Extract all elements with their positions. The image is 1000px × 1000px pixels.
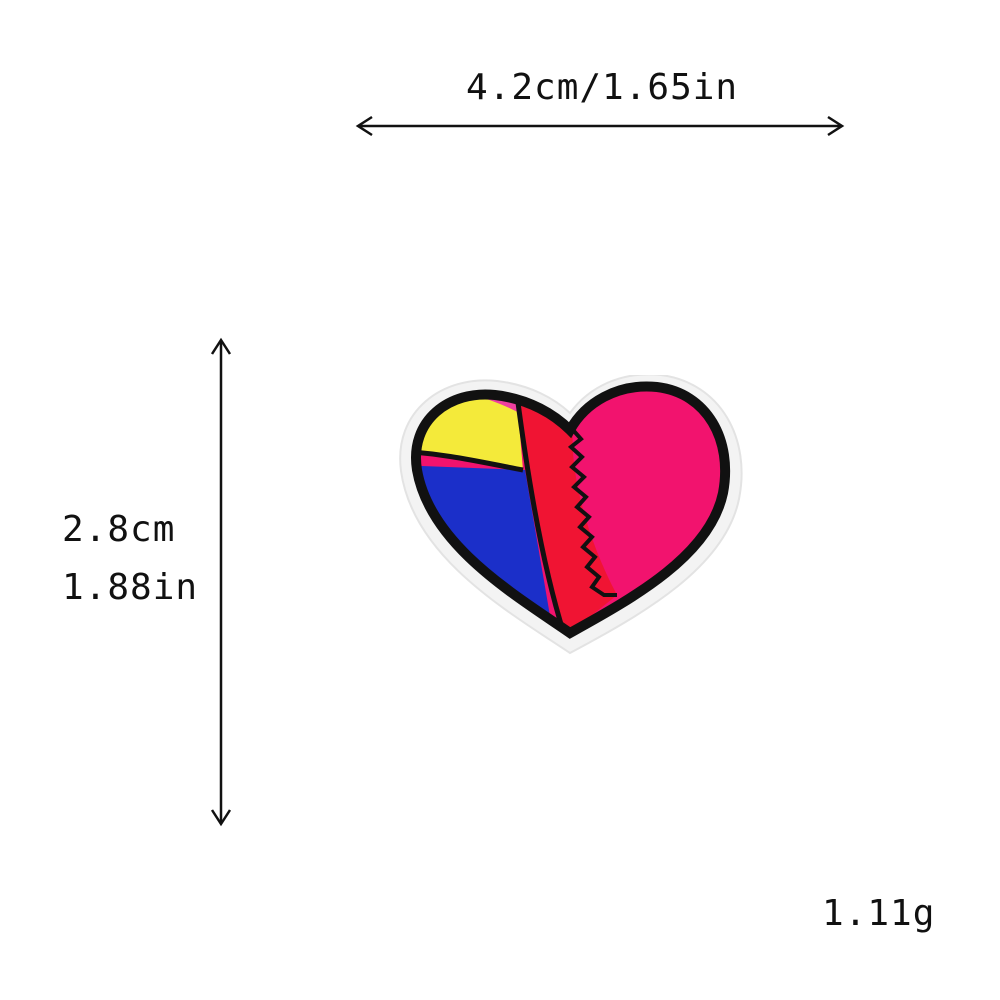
height-in-label: 1.88in (62, 567, 199, 608)
height-cm-label: 2.8cm (62, 509, 176, 550)
width-label: 4.2cm/1.65in (466, 67, 739, 108)
heart-patch-icon (399, 375, 743, 655)
weight-label: 1.11g (822, 893, 936, 934)
